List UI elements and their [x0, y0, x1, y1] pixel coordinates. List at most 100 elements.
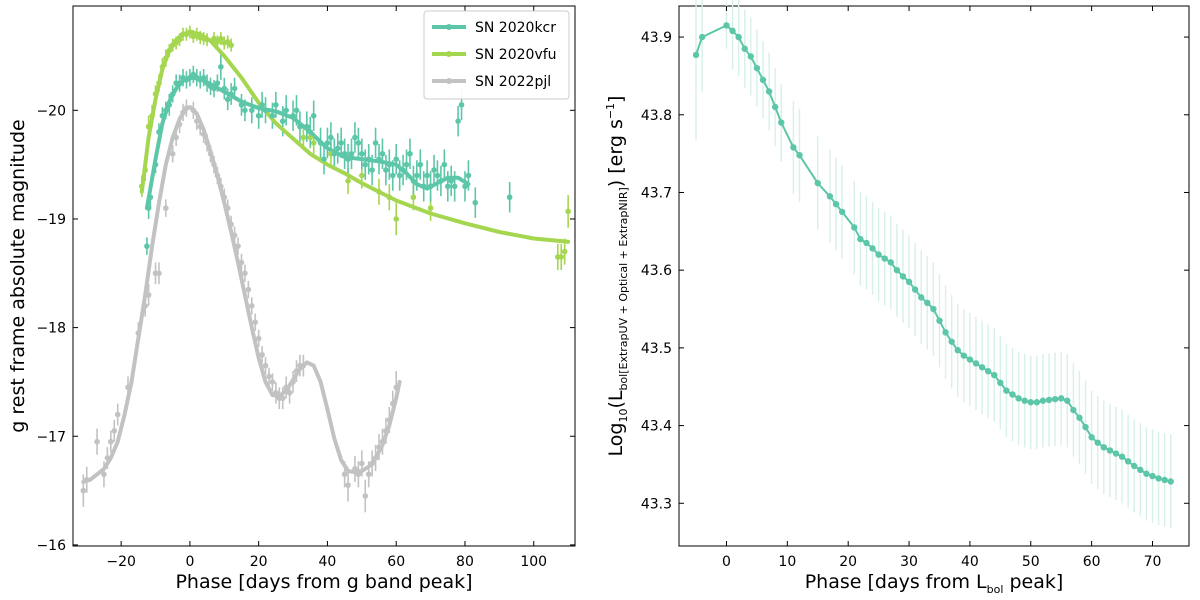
- data-point: [328, 134, 334, 141]
- data-point: [692, 51, 700, 59]
- data-point: [826, 193, 834, 200]
- data-point: [386, 194, 393, 201]
- data-point: [145, 123, 152, 130]
- data-point: [341, 471, 348, 478]
- legend-marker: [446, 51, 452, 57]
- data-point: [723, 22, 730, 29]
- data-point: [138, 183, 145, 190]
- data-point: [372, 140, 379, 146]
- right-error-bars: [695, 0, 1172, 529]
- data-point: [114, 411, 121, 418]
- data-point: [290, 112, 296, 119]
- data-point: [297, 123, 303, 130]
- data-point: [331, 150, 338, 157]
- data-point: [753, 64, 761, 72]
- data-point: [441, 161, 448, 168]
- data-point: [431, 167, 437, 173]
- data-point: [83, 476, 90, 483]
- data-point: [984, 367, 992, 375]
- data-point: [1137, 466, 1144, 474]
- data-point: [321, 156, 327, 162]
- right-y-label-close: ) [erg s: [605, 119, 627, 187]
- right-y-label-base: 10: [617, 409, 630, 423]
- data-point: [1057, 395, 1065, 402]
- data-point: [235, 243, 241, 249]
- data-point: [359, 172, 365, 179]
- data-point: [262, 107, 269, 114]
- data-point: [838, 208, 846, 216]
- data-point: [472, 199, 479, 206]
- y-tick-label: 43.6: [641, 263, 672, 279]
- data-point: [334, 145, 341, 152]
- data-point: [94, 438, 100, 445]
- x-tick-label: 100: [520, 554, 547, 570]
- x-tick-label: 40: [961, 554, 979, 570]
- x-tick-label: 80: [456, 554, 474, 570]
- data-point: [224, 205, 231, 211]
- x-tick-label: 10: [778, 554, 796, 570]
- data-point: [814, 179, 821, 187]
- data-point: [978, 364, 986, 371]
- data-point: [389, 400, 396, 407]
- data-point: [393, 384, 400, 391]
- data-point: [383, 167, 389, 173]
- data-point: [966, 356, 974, 363]
- data-point: [393, 156, 400, 162]
- data-point: [359, 150, 365, 157]
- data-point: [759, 76, 767, 84]
- data-point: [286, 390, 293, 396]
- data-point: [163, 205, 169, 211]
- y-tick-label: −17: [36, 429, 66, 445]
- data-point: [245, 286, 252, 293]
- left-chart-panel: −20 0 20 40 60 80 100 −16 −17 −18 −19 −20 SN 2020kc…: [7, 5, 576, 593]
- data-point: [1149, 472, 1156, 480]
- left-x-axis-label: Phase [days from g band peak]: [175, 571, 472, 593]
- data-point: [156, 270, 162, 277]
- right-y-label-end: ]: [605, 96, 627, 103]
- legend-box: [423, 10, 570, 100]
- data-point: [156, 80, 162, 86]
- data-point: [159, 112, 166, 119]
- data-point: [899, 273, 907, 280]
- y-tick-label: −16: [36, 538, 66, 554]
- data-point: [991, 371, 998, 379]
- data-point: [200, 131, 207, 138]
- data-point: [458, 102, 465, 108]
- data-point: [269, 379, 276, 385]
- data-point: [451, 183, 458, 190]
- data-point: [1051, 395, 1059, 403]
- data-point: [231, 232, 238, 239]
- data-point: [218, 64, 224, 70]
- data-point: [197, 123, 204, 130]
- data-point: [338, 140, 344, 146]
- data-point: [389, 172, 396, 179]
- data-point: [365, 471, 372, 478]
- data-point: [1094, 439, 1101, 446]
- data-point: [269, 112, 276, 119]
- data-point: [169, 91, 176, 97]
- data-point: [1106, 447, 1114, 454]
- data-point: [875, 251, 882, 258]
- data-point: [248, 303, 255, 309]
- data-point: [427, 183, 434, 190]
- data-point: [778, 119, 785, 126]
- data-point: [204, 140, 210, 146]
- data-point: [310, 112, 317, 119]
- data-point: [166, 47, 173, 54]
- data-point: [163, 55, 169, 61]
- data-point: [279, 118, 286, 124]
- data-point: [434, 172, 441, 179]
- data-point: [869, 245, 876, 252]
- data-point: [403, 161, 410, 168]
- data-point: [345, 178, 351, 184]
- y-tick-label: −18: [36, 321, 66, 337]
- data-point: [231, 85, 238, 92]
- data-point: [936, 317, 943, 324]
- data-point: [228, 221, 234, 228]
- data-point: [1143, 470, 1150, 477]
- data-point: [180, 109, 186, 116]
- data-point: [1131, 462, 1138, 470]
- data-point: [207, 150, 214, 157]
- legend-label: SN 2022pjl: [475, 74, 551, 90]
- legend-label: SN 2020kcr: [475, 20, 556, 36]
